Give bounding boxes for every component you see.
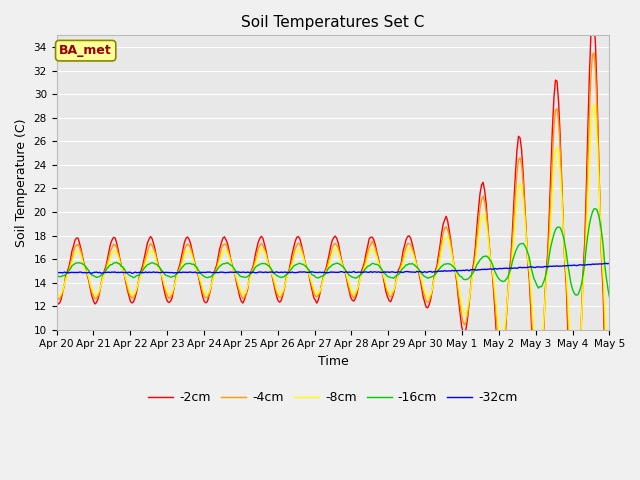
-16cm xyxy=(236,273,244,279)
-2cm xyxy=(120,272,128,277)
-8cm xyxy=(575,378,582,384)
-4cm xyxy=(294,240,302,246)
-32cm xyxy=(601,261,609,266)
-32cm xyxy=(122,270,130,276)
-8cm xyxy=(52,291,60,297)
-2cm xyxy=(589,11,596,17)
-16cm xyxy=(218,262,225,268)
-4cm xyxy=(52,294,60,300)
-16cm xyxy=(294,261,302,266)
-32cm xyxy=(296,269,304,275)
-16cm xyxy=(605,294,613,300)
Line: -8cm: -8cm xyxy=(56,105,609,428)
Line: -16cm: -16cm xyxy=(56,209,609,297)
-2cm xyxy=(245,277,253,283)
-32cm xyxy=(88,270,96,276)
-8cm xyxy=(590,102,598,108)
-8cm xyxy=(236,286,244,291)
-4cm xyxy=(590,50,598,56)
-8cm xyxy=(605,425,613,431)
-32cm xyxy=(576,262,584,268)
-2cm xyxy=(575,416,582,421)
X-axis label: Time: Time xyxy=(317,355,348,368)
Y-axis label: Soil Temperature (C): Soil Temperature (C) xyxy=(15,118,28,247)
-32cm xyxy=(247,270,255,276)
-2cm xyxy=(236,294,244,300)
-2cm xyxy=(294,234,302,240)
Line: -4cm: -4cm xyxy=(56,53,609,480)
-16cm xyxy=(52,273,60,278)
-4cm xyxy=(236,290,244,296)
-32cm xyxy=(237,270,245,276)
-16cm xyxy=(575,291,582,297)
-32cm xyxy=(605,261,613,266)
-32cm xyxy=(52,269,60,275)
-4cm xyxy=(120,271,128,277)
-4cm xyxy=(218,246,225,252)
-16cm xyxy=(591,206,599,212)
Title: Soil Temperatures Set C: Soil Temperatures Set C xyxy=(241,15,424,30)
-4cm xyxy=(575,403,582,409)
-8cm xyxy=(120,271,128,276)
-4cm xyxy=(245,278,253,284)
Text: BA_met: BA_met xyxy=(60,44,112,57)
Line: -2cm: -2cm xyxy=(56,14,609,480)
Line: -32cm: -32cm xyxy=(56,264,609,273)
-8cm xyxy=(218,252,225,258)
-32cm xyxy=(219,269,227,275)
Legend: -2cm, -4cm, -8cm, -16cm, -32cm: -2cm, -4cm, -8cm, -16cm, -32cm xyxy=(143,386,523,409)
-8cm xyxy=(245,278,253,284)
-8cm xyxy=(294,247,302,252)
-2cm xyxy=(218,240,225,246)
-16cm xyxy=(120,266,128,272)
-16cm xyxy=(245,272,253,278)
-2cm xyxy=(52,298,60,303)
